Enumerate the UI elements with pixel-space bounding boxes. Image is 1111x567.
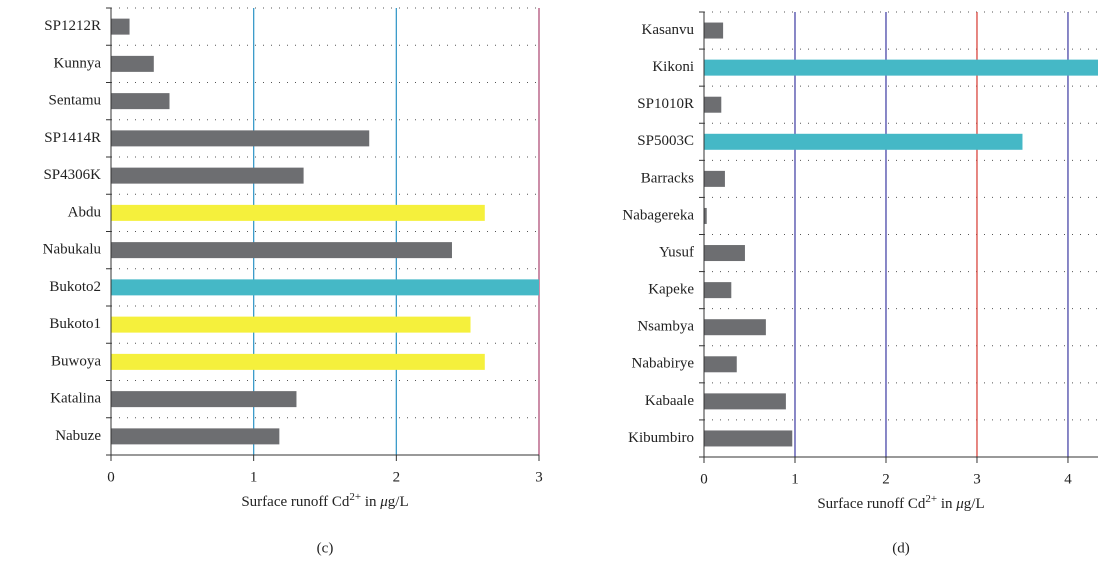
x-tick-label: 0	[700, 471, 708, 487]
y-tick-label: Nabagereka	[622, 207, 694, 223]
bar	[704, 170, 725, 187]
x-tick-label: 4	[1064, 471, 1072, 487]
y-tick-label: Kabaale	[645, 393, 694, 409]
bar	[704, 430, 793, 447]
caption: (c)	[317, 540, 334, 556]
caption: (d)	[892, 540, 910, 556]
chart: Kasanvu Kikoni SP1010R SP5003C Barracks Nabag…	[622, 11, 1098, 556]
bar	[704, 245, 745, 262]
x-axis-label-part: Surface runoff Cd	[817, 496, 926, 512]
y-tick-label: Nabukalu	[43, 242, 102, 258]
x-axis-label-part: g/L	[388, 494, 409, 510]
x-axis-label-part: in	[361, 494, 380, 510]
y-tick-label: Kapeke	[648, 282, 694, 298]
x-tick-label: 1	[791, 471, 799, 487]
y-tick-label: SP1414R	[44, 130, 101, 146]
y-tick-label: SP1212R	[44, 18, 101, 34]
y-tick-label: Katalina	[50, 391, 101, 407]
x-axis-label-part: Surface runoff Cd	[241, 494, 350, 510]
bar	[704, 207, 707, 224]
x-tick-label: 0	[107, 469, 115, 485]
bar	[704, 393, 786, 410]
x-tick-label: 2	[393, 469, 401, 485]
bar	[704, 282, 732, 299]
bar	[111, 316, 471, 333]
y-tick-label: Kibumbiro	[628, 430, 694, 446]
y-tick-label: Bukoto2	[49, 279, 101, 295]
bar	[704, 59, 1098, 76]
bar	[111, 391, 297, 408]
bar	[111, 93, 170, 110]
x-tick-label: 2	[882, 471, 890, 487]
x-axis-label: Surface runoff Cd2+ in μg/L	[817, 493, 984, 513]
bar	[111, 130, 370, 147]
y-tick-label: Yusuf	[659, 244, 694, 260]
bar	[111, 242, 452, 259]
bar	[704, 356, 737, 373]
chart: SP1212R Kunnya Sentamu SP1414R SP4306K Abdu Na…	[43, 7, 543, 556]
x-axis-label-part: g/L	[964, 496, 985, 512]
bar	[704, 319, 766, 336]
y-tick-label: Nsambya	[637, 319, 694, 335]
y-tick-label: Kasanvu	[642, 22, 695, 38]
x-tick-label: 3	[535, 469, 543, 485]
bar	[111, 428, 280, 445]
x-axis-label-part: in	[937, 496, 956, 512]
bar	[111, 279, 539, 296]
x-axis-label: Surface runoff Cd2+ in μg/L	[241, 491, 408, 511]
bar	[111, 18, 130, 35]
bar	[111, 167, 304, 184]
bar	[111, 55, 154, 72]
y-tick-label: Sentamu	[49, 93, 102, 109]
bar	[704, 22, 724, 39]
y-tick-label: Nababirye	[632, 356, 695, 372]
y-tick-label: SP4306K	[43, 167, 101, 183]
y-tick-label: Kunnya	[54, 55, 102, 71]
bar	[704, 133, 1023, 150]
x-axis-label-part: μ	[955, 496, 964, 512]
y-tick-label: Kikoni	[652, 59, 694, 75]
y-tick-label: Abdu	[68, 204, 102, 220]
y-tick-label: SP1010R	[637, 96, 694, 112]
bar	[704, 96, 722, 113]
x-axis-label-part: 2+	[349, 491, 361, 503]
y-tick-label: Nabuze	[55, 428, 101, 444]
x-tick-label: 1	[250, 469, 258, 485]
y-tick-label: Buwoya	[51, 353, 101, 369]
y-tick-label: SP5003C	[637, 133, 694, 149]
x-axis-label-part: μ	[379, 494, 388, 510]
y-tick-label: Bukoto1	[49, 316, 101, 332]
x-tick-label: 3	[973, 471, 981, 487]
y-tick-label: Barracks	[641, 170, 694, 186]
bar	[111, 353, 485, 370]
bar	[111, 204, 485, 221]
x-axis-label-part: 2+	[925, 493, 937, 505]
